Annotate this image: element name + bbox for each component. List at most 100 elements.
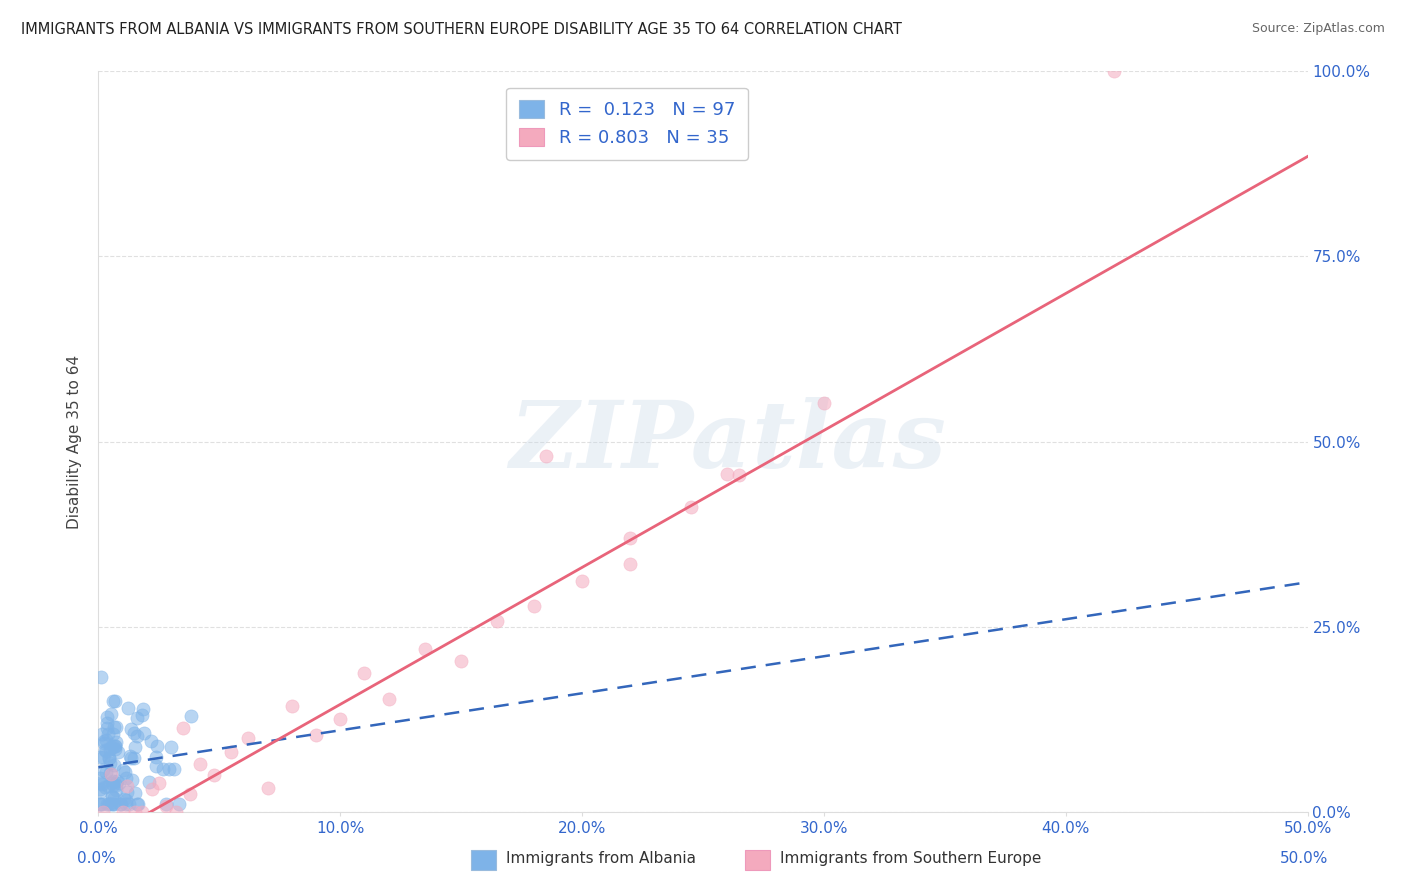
Point xyxy=(131,805,153,819)
Point xyxy=(101,776,124,790)
Point xyxy=(221,746,243,760)
Point xyxy=(105,774,128,789)
Point xyxy=(96,743,118,757)
Point xyxy=(571,574,593,588)
Point xyxy=(125,729,148,743)
Point xyxy=(97,727,120,741)
Point xyxy=(716,467,738,481)
Point xyxy=(91,727,114,741)
Point xyxy=(111,805,134,819)
Point xyxy=(114,797,136,812)
Point xyxy=(103,797,125,812)
Point xyxy=(94,743,117,757)
Point xyxy=(98,756,121,771)
Point xyxy=(90,797,112,812)
Point xyxy=(89,775,111,789)
Point xyxy=(103,739,125,754)
Point xyxy=(169,797,191,812)
Point xyxy=(98,765,121,780)
Point xyxy=(100,739,122,754)
Point xyxy=(108,776,131,790)
Point xyxy=(114,764,136,779)
Point xyxy=(353,666,375,681)
Point xyxy=(160,739,183,754)
Point xyxy=(179,787,201,801)
Point xyxy=(110,797,132,812)
Point xyxy=(108,797,131,812)
Point xyxy=(91,763,114,777)
Point xyxy=(96,710,118,724)
Point xyxy=(377,691,399,706)
Point xyxy=(145,759,167,773)
Point xyxy=(100,797,122,812)
Point xyxy=(238,731,260,745)
FancyBboxPatch shape xyxy=(471,850,496,870)
Point xyxy=(413,641,436,656)
Point xyxy=(132,726,155,740)
Point xyxy=(152,762,174,776)
Point xyxy=(111,763,134,777)
Point xyxy=(94,780,117,795)
Point xyxy=(89,784,111,798)
Point xyxy=(91,805,114,819)
Point xyxy=(96,721,118,735)
Point xyxy=(124,751,146,765)
Point xyxy=(90,669,112,683)
Point xyxy=(679,500,702,515)
Y-axis label: Disability Age 35 to 64: Disability Age 35 to 64 xyxy=(67,354,83,529)
Point xyxy=(163,762,186,776)
Point xyxy=(117,701,139,715)
Point xyxy=(89,749,111,764)
Point xyxy=(118,797,141,812)
Point xyxy=(124,786,146,800)
Point xyxy=(157,762,180,776)
Point xyxy=(728,467,751,482)
Text: 0.0%: 0.0% xyxy=(77,851,117,865)
Point xyxy=(103,739,125,753)
FancyBboxPatch shape xyxy=(745,850,770,870)
Point xyxy=(96,765,118,780)
Point xyxy=(131,708,153,723)
Point xyxy=(89,782,111,797)
Point xyxy=(124,739,146,754)
Point xyxy=(141,733,163,747)
Point xyxy=(105,783,128,797)
Point xyxy=(523,599,546,613)
Point xyxy=(98,751,121,765)
Text: Immigrants from Southern Europe: Immigrants from Southern Europe xyxy=(780,851,1042,865)
Point xyxy=(329,712,352,726)
Point xyxy=(96,797,118,812)
Point xyxy=(120,723,142,737)
Point xyxy=(105,735,128,749)
Point xyxy=(813,396,835,410)
Point xyxy=(450,654,472,668)
Point xyxy=(101,694,124,708)
Point xyxy=(534,450,557,464)
Point xyxy=(115,793,138,807)
Point xyxy=(89,797,111,812)
Point xyxy=(96,780,118,794)
Point xyxy=(256,780,278,795)
Point xyxy=(96,716,118,731)
Point xyxy=(94,732,117,747)
Point xyxy=(125,711,148,725)
Point xyxy=(115,771,138,785)
Legend: R =  0.123   N = 97, R = 0.803   N = 35: R = 0.123 N = 97, R = 0.803 N = 35 xyxy=(506,87,748,160)
Point xyxy=(124,805,146,819)
Point xyxy=(145,739,167,753)
Point xyxy=(619,557,641,571)
Point xyxy=(180,709,202,723)
Point xyxy=(90,777,112,791)
Text: Source: ZipAtlas.com: Source: ZipAtlas.com xyxy=(1251,22,1385,36)
Point xyxy=(93,734,115,748)
Text: 50.0%: 50.0% xyxy=(1281,851,1329,865)
Point xyxy=(100,789,122,804)
Point xyxy=(120,751,142,765)
Point xyxy=(98,742,121,756)
Point xyxy=(121,772,143,787)
Point xyxy=(155,797,177,812)
Point xyxy=(91,749,114,764)
Point xyxy=(93,736,115,750)
Point xyxy=(138,775,160,789)
Point xyxy=(100,707,122,722)
